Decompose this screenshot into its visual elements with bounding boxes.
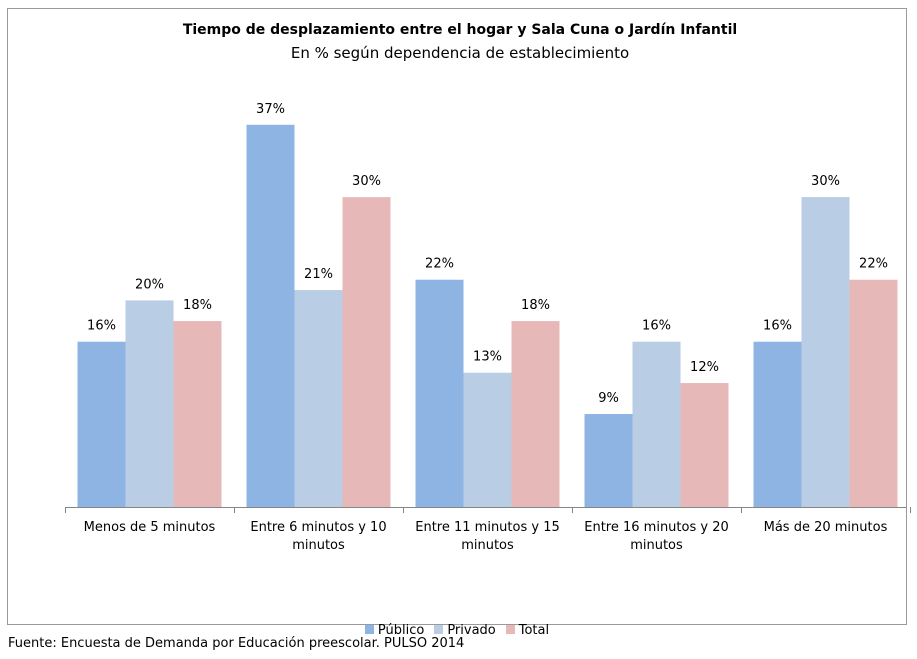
bar [753, 341, 802, 507]
x-tick-label: Menos de 5 minutos [83, 520, 216, 535]
legend-item: Total [505, 623, 550, 638]
chart-title: Tiempo de desplazamiento entre el hogar … [183, 22, 737, 38]
data-label: 20% [135, 277, 164, 292]
legend-item: Privado [434, 623, 496, 638]
bar [801, 197, 850, 507]
data-label: 22% [425, 257, 454, 272]
data-label: 18% [183, 298, 212, 313]
x-tick-label: Más de 20 minutos [763, 520, 888, 535]
legend-item: Público [364, 623, 425, 638]
source-note: Fuente: Encuesta de Demanda por Educació… [8, 636, 465, 651]
legend-swatch [434, 625, 444, 634]
data-label: 16% [87, 319, 116, 334]
data-label: 21% [304, 267, 333, 282]
x-tick-label: Entre 11 minutos y 15 minutos [415, 520, 560, 553]
bar [125, 300, 174, 507]
bar [584, 414, 633, 507]
data-label: 30% [352, 174, 381, 189]
bar [680, 383, 729, 507]
data-label: 13% [473, 350, 502, 365]
legend-swatch [364, 625, 374, 634]
legend-label: Público [377, 623, 425, 638]
legend-swatch [505, 625, 515, 634]
bar [342, 197, 391, 507]
bar [511, 321, 560, 507]
bar [246, 124, 295, 507]
bar [173, 321, 222, 507]
data-label: 12% [690, 360, 719, 375]
bar [463, 372, 512, 507]
data-label: 9% [598, 391, 619, 406]
data-label: 16% [763, 319, 792, 334]
x-tick-label: Entre 16 minutos y 20 minutos [584, 520, 729, 553]
bar [77, 341, 126, 507]
data-label: 37% [256, 102, 285, 117]
legend-label: Privado [447, 623, 496, 638]
legend: Público Privado Total [7, 623, 907, 638]
x-tick-label: Entre 6 minutos y 10 minutos [250, 520, 387, 553]
chart-subtitle: En % según dependencia de establecimient… [291, 44, 629, 62]
data-label: 16% [642, 319, 671, 334]
data-label: 22% [859, 257, 888, 272]
bar [294, 290, 343, 507]
legend-label: Total [518, 623, 550, 638]
data-label: 30% [811, 174, 840, 189]
bar [415, 279, 464, 507]
bar [632, 341, 681, 507]
data-label: 18% [521, 298, 550, 313]
bar [849, 279, 898, 507]
